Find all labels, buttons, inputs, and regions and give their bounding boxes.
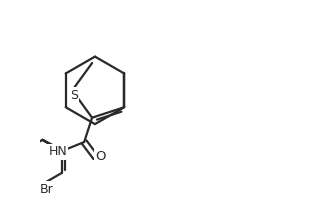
Text: S: S: [70, 89, 78, 101]
Text: HN: HN: [48, 145, 67, 158]
Text: O: O: [96, 150, 106, 163]
Text: Br: Br: [39, 183, 53, 196]
